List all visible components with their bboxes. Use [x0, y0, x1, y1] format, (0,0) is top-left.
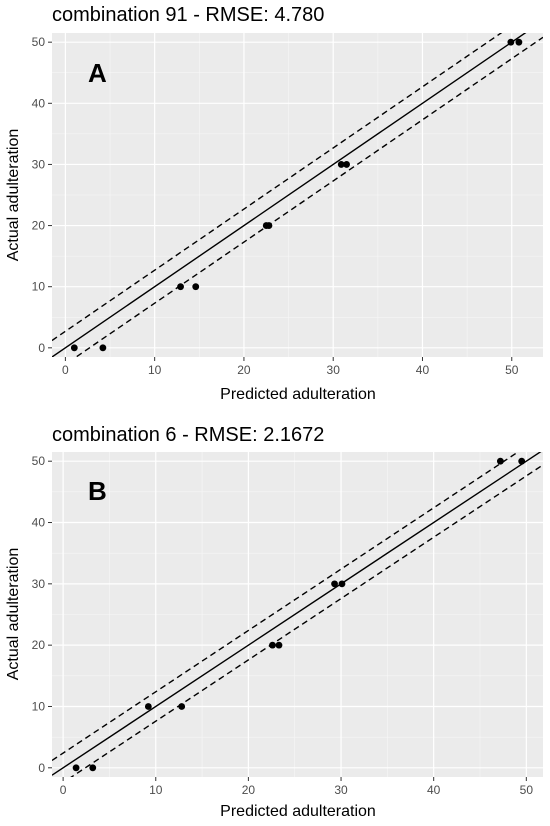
- panel-tag: B: [88, 476, 107, 506]
- data-point: [177, 283, 184, 291]
- data-point: [144, 703, 152, 710]
- data-point: [331, 580, 338, 588]
- y-tick-label: 40: [32, 96, 46, 110]
- x-tick-label: 0: [62, 363, 69, 377]
- data-point: [269, 641, 276, 649]
- data-point: [265, 222, 273, 229]
- x-tick-label: 0: [60, 783, 67, 797]
- y-tick-label: 0: [38, 761, 45, 775]
- x-tick-label: 20: [242, 783, 256, 797]
- y-tick-label: 0: [38, 341, 45, 355]
- data-point: [496, 457, 504, 465]
- upper-error-band-line: [52, 33, 503, 342]
- chart-title: combination 6 - RMSE: 2.1672: [52, 424, 324, 446]
- data-point: [99, 344, 107, 352]
- y-axis-label: Actual adulteration: [5, 129, 22, 262]
- x-tick-label: 50: [520, 783, 534, 797]
- panel-tag: A: [88, 58, 107, 88]
- identity-line: [52, 452, 542, 776]
- y-tick-label: 10: [32, 280, 46, 294]
- panel-b-chart: 0 10 20 30 40 50 0 10 20 30 40 50 combination 6 - RM…: [5, 424, 543, 820]
- lower-error-band-line: [70, 464, 543, 777]
- lower-error-band-line: [74, 36, 543, 357]
- y-tick-label: 30: [32, 577, 46, 591]
- y-tick-label: 30: [32, 157, 46, 171]
- y-axis-label: Actual adulteration: [5, 548, 22, 681]
- x-tick-label: 30: [327, 363, 341, 377]
- data-point: [89, 764, 97, 772]
- x-axis-label: Predicted adulteration: [220, 803, 376, 820]
- data-point: [275, 641, 283, 649]
- y-tick-label: 50: [32, 35, 46, 49]
- data-point: [337, 161, 345, 168]
- data-point: [192, 283, 200, 291]
- y-tick-label: 10: [32, 699, 46, 713]
- x-tick-label: 40: [427, 783, 441, 797]
- y-tick-label: 20: [32, 219, 46, 233]
- x-tick-label: 40: [416, 363, 430, 377]
- x-tick-label: 10: [149, 783, 163, 797]
- data-point: [507, 38, 515, 46]
- identity-line: [52, 33, 527, 357]
- data-point: [70, 344, 78, 352]
- y-tick-label: 20: [32, 638, 46, 652]
- data-point: [515, 38, 523, 46]
- x-tick-label: 50: [505, 363, 519, 377]
- upper-error-band-line: [52, 452, 520, 762]
- data-point: [518, 457, 526, 465]
- data-point: [338, 580, 346, 588]
- x-axis-label: Predicted adulteration: [220, 386, 376, 403]
- panel-a-chart: 0 10 20 30 40 50 0 10 20 30 40 50 combination 91 - R…: [5, 4, 543, 403]
- x-tick-label: 20: [237, 363, 251, 377]
- x-tick-label: 10: [148, 363, 162, 377]
- data-point: [72, 764, 80, 772]
- chart-title: combination 91 - RMSE: 4.780: [52, 4, 324, 26]
- y-tick-label: 50: [32, 454, 46, 468]
- x-tick-label: 30: [334, 783, 348, 797]
- data-point: [178, 703, 186, 710]
- data-point: [343, 161, 350, 168]
- y-tick-label: 40: [32, 516, 46, 530]
